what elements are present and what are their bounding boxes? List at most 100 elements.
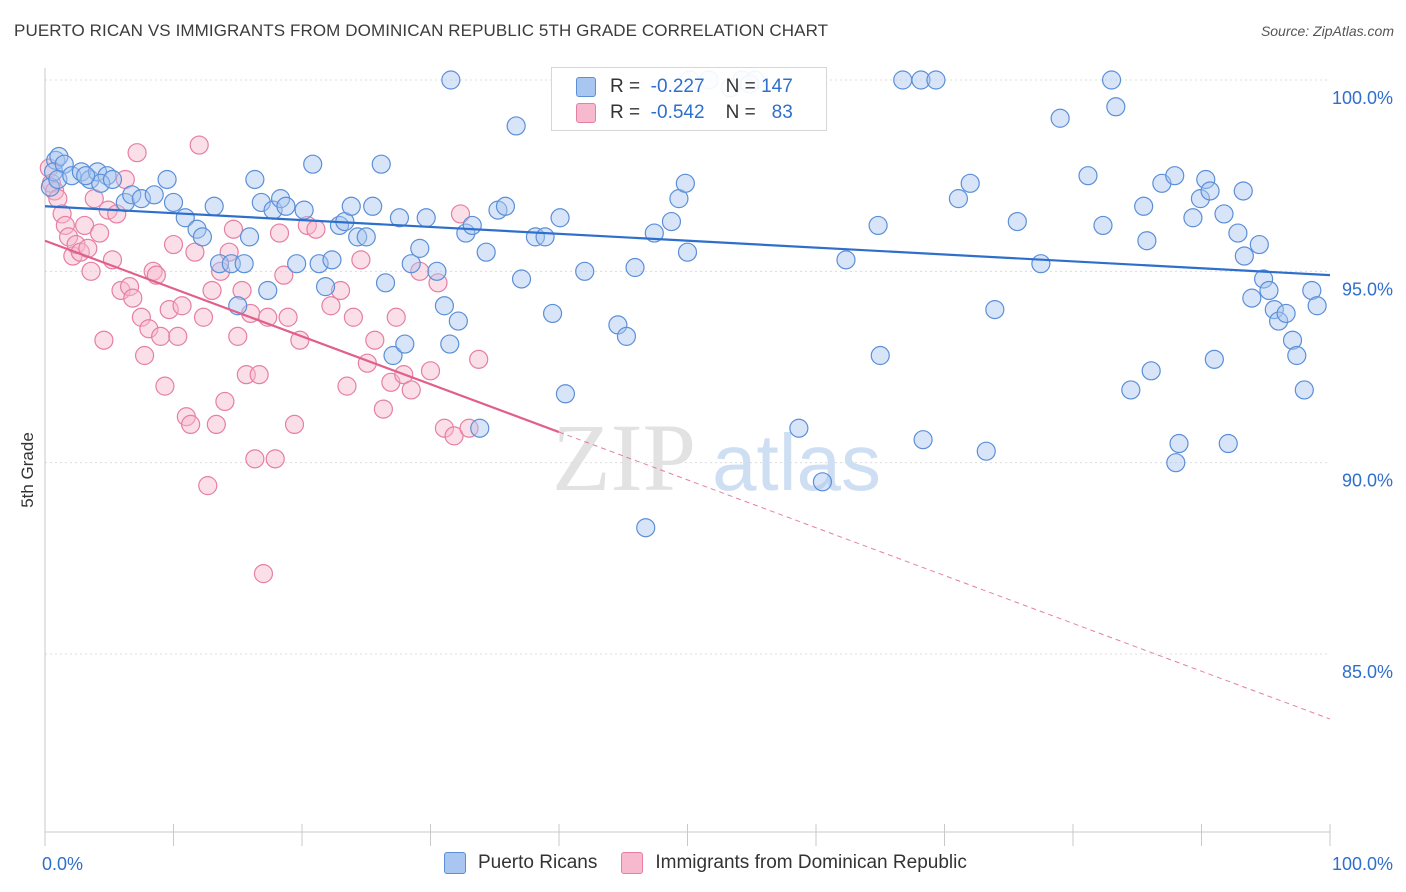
puerto-rican-point: [401, 254, 421, 274]
puerto-rican-point: [1134, 196, 1154, 216]
dominican-point: [181, 414, 201, 434]
puerto-rican-point: [157, 169, 177, 190]
puerto-rican-point: [1254, 269, 1274, 289]
puerto-rican-point: [1166, 453, 1186, 473]
watermark: ZIP atlas: [552, 404, 881, 511]
dominican-point: [330, 280, 351, 301]
dominican-point: [159, 300, 179, 320]
puerto-rican-point: [1234, 246, 1254, 266]
puerto-rican-point: [1268, 311, 1289, 331]
puerto-rican-point: [555, 384, 576, 404]
dominican-point: [265, 449, 285, 469]
puerto-rican-point: [1200, 181, 1220, 201]
puerto-rican-point: [76, 166, 96, 186]
legend-item-puerto-ricans[interactable]: Puerto Ricans: [444, 852, 597, 874]
puerto-rican-point: [1249, 234, 1269, 255]
puerto-rican-point: [1259, 280, 1279, 301]
dominican-point: [81, 261, 101, 281]
legend-label: Immigrants from Dominican Republic: [655, 852, 967, 873]
dominican-point: [211, 261, 231, 281]
puerto-rican-point: [258, 280, 278, 301]
puerto-rican-point: [644, 223, 664, 243]
tick-labels: 85.0% 90.0% 95.0% 100.0% 0.0% 100.0%: [42, 88, 1393, 874]
puerto-rican-point: [550, 208, 570, 228]
puerto-rican-point: [535, 227, 555, 247]
puerto-rican-point: [1307, 296, 1327, 316]
puerto-rican-point: [389, 208, 410, 228]
puerto-rican-point: [356, 227, 376, 247]
trend-line-puerto-ricans: [44, 205, 1331, 277]
legend-swatch-pink: [576, 103, 596, 123]
dominican-point: [58, 227, 79, 247]
puerto-rican-point: [239, 227, 260, 247]
chart-title: PUERTO RICAN VS IMMIGRANTS FROM DOMINICA…: [14, 21, 829, 40]
puerto-rican-point: [542, 303, 563, 324]
dominican-point: [206, 414, 226, 434]
puerto-rican-point: [868, 215, 888, 236]
dominican-point: [373, 399, 393, 419]
puerto-rican-point: [87, 162, 108, 182]
legend-label: Puerto Ricans: [478, 852, 598, 873]
dominican-point: [198, 476, 218, 496]
puerto-rican-point: [1078, 166, 1098, 186]
puerto-rican-point: [462, 215, 482, 236]
dominican-point: [290, 330, 310, 350]
dominican-point: [223, 219, 244, 239]
dominican-point: [215, 391, 235, 412]
dominican-point: [253, 564, 274, 584]
y-tick-label: 90.0%: [1342, 471, 1393, 491]
dominican-point: [228, 326, 248, 346]
puerto-rican-point: [294, 200, 314, 220]
legend-swatch-blue: [444, 852, 466, 874]
dominican-point: [134, 345, 155, 366]
puerto-rican-point: [1007, 211, 1027, 232]
puerto-rican-point: [434, 296, 455, 316]
puerto-rican-point: [789, 418, 809, 438]
puerto-rican-point: [675, 173, 695, 193]
puerto-rican-point: [893, 70, 913, 90]
legend-n-value: 83: [771, 102, 793, 123]
legend-r-value: -0.227: [650, 76, 705, 97]
legend-row-puerto-ricans: R = -0.227 N = 147: [576, 75, 793, 99]
puerto-rican-point: [122, 185, 142, 205]
correlation-legend: R = -0.227 N = 147 R = -0.542 N = 83: [551, 67, 827, 131]
puerto-rican-point: [1101, 70, 1122, 90]
dominican-point: [343, 307, 363, 327]
legend-row-dominican: R = -0.542 N = 83: [576, 101, 793, 125]
puerto-rican-point: [1183, 208, 1203, 228]
puerto-rican-point: [506, 116, 526, 136]
dominican-point: [401, 380, 421, 400]
dominican-point: [151, 326, 171, 346]
trend-line-dominican-extrapolated: [558, 431, 1331, 720]
puerto-rican-point: [913, 430, 933, 450]
dominican-point: [131, 307, 151, 327]
dominican-point: [249, 365, 269, 385]
puerto-rican-point: [363, 196, 383, 216]
puerto-rican-point: [1228, 223, 1248, 243]
puerto-rican-point: [1031, 254, 1051, 274]
legend-item-dominican[interactable]: Immigrants from Dominican Republic: [621, 852, 967, 874]
puerto-rican-point: [303, 154, 323, 174]
puerto-rican-point: [812, 472, 833, 492]
puerto-rican-point: [40, 177, 60, 197]
dominican-point: [189, 135, 209, 155]
puerto-rican-point: [192, 227, 213, 247]
puerto-rican-point: [144, 185, 164, 205]
puerto-rican-point: [948, 189, 969, 209]
puerto-rican-point: [322, 250, 342, 270]
dominican-point: [444, 426, 464, 446]
puerto-rican-point: [1218, 433, 1238, 454]
puerto-rican-point: [309, 254, 329, 274]
dominican-point: [420, 361, 441, 381]
puerto-rican-point: [926, 70, 946, 90]
puerto-rican-point: [677, 242, 698, 262]
puerto-rican-point: [636, 518, 656, 538]
puerto-rican-point: [1282, 330, 1303, 350]
dominican-point: [127, 143, 147, 163]
puerto-rican-point: [870, 345, 890, 366]
axes: [44, 68, 1331, 846]
dominican-point: [386, 307, 406, 327]
dominican-point: [155, 376, 175, 396]
puerto-rican-point: [1302, 280, 1322, 301]
puerto-rican-point: [427, 261, 447, 281]
